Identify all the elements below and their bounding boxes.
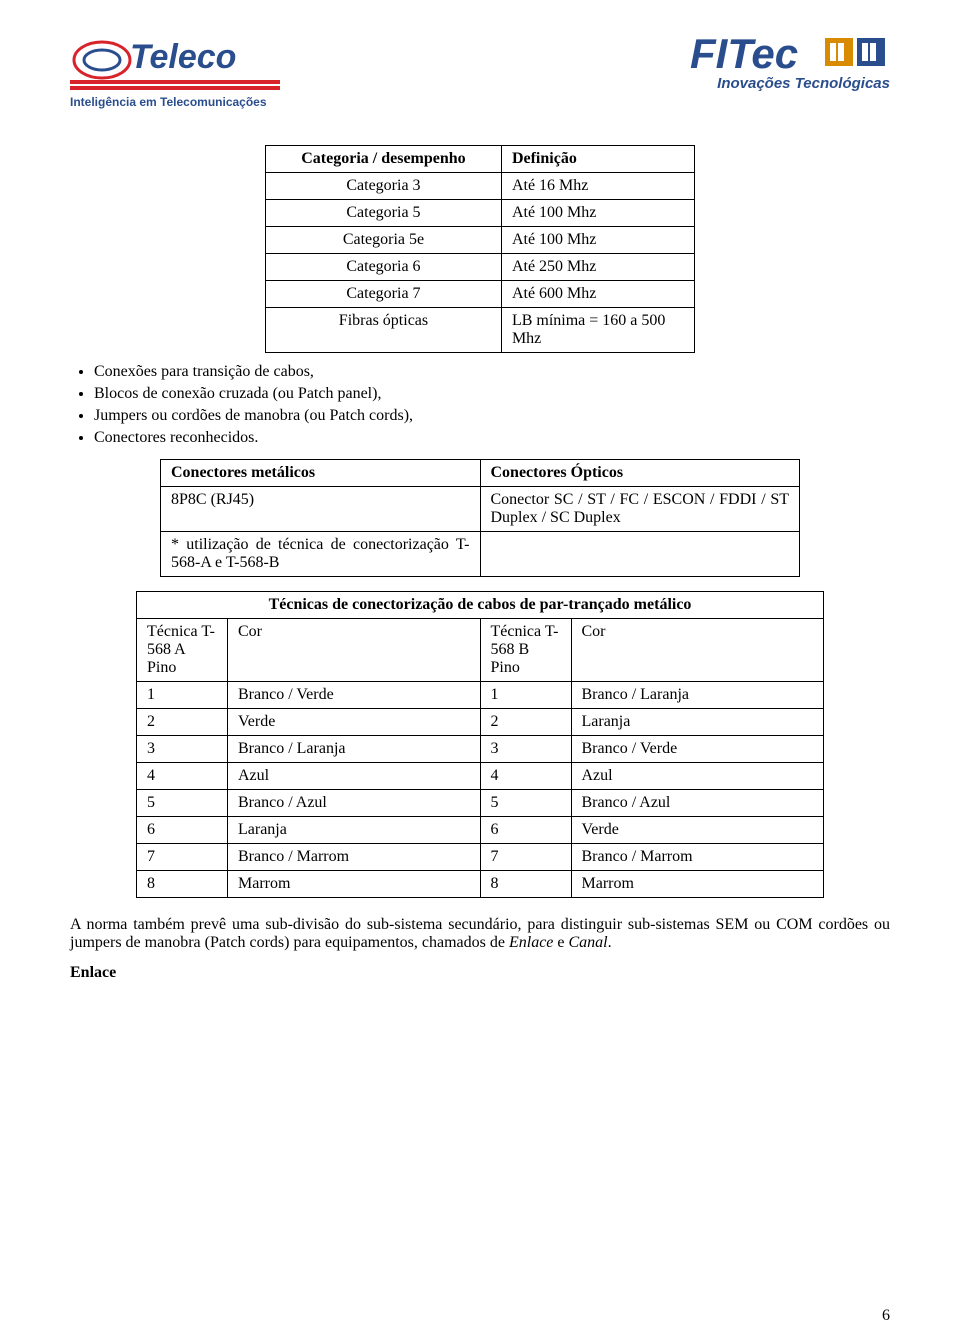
t3-cell: 4 [480,763,571,790]
list-item: Jumpers ou cordões de manobra (ou Patch … [94,407,890,425]
t3-cell: 7 [137,844,228,871]
svg-text:FITec: FITec [690,30,798,77]
t3-cell: 4 [137,763,228,790]
t3-cell: 3 [137,736,228,763]
t1-cell: Até 600 Mhz [501,281,694,308]
t3-cell: 6 [480,817,571,844]
t3-hdr-a: Técnica T-568 A Pino [137,619,228,682]
t1-cell: Categoria 6 [266,254,502,281]
t3-hdr-cor: Cor [228,619,481,682]
t1-cell: Categoria 3 [266,173,502,200]
t3-cell: 3 [480,736,571,763]
t1-cell: Até 100 Mhz [501,227,694,254]
t3-cell: Azul [228,763,481,790]
t3-cell: Branco / Verde [228,682,481,709]
t3-cell: 1 [137,682,228,709]
t3-cell: Branco / Marrom [571,844,824,871]
t3-cell: 2 [137,709,228,736]
t1-cell: Até 16 Mhz [501,173,694,200]
t1-cell: Até 100 Mhz [501,200,694,227]
logo-teleco: Teleco Inteligência em Telecomunicações [70,30,280,115]
t3-cell: 7 [480,844,571,871]
paragraph-norma: A norma também prevê uma sub-divisão do … [70,916,890,952]
t1-header-col1: Categoria / desempenho [266,146,502,173]
t1-cell: LB mínima = 160 a 500 Mhz [501,308,694,353]
t2-cell: * utilização de técnica de conectorizaçã… [161,532,481,577]
list-item: Conexões para transição de cabos, [94,363,890,381]
t1-cell: Fibras ópticas [266,308,502,353]
t3-cell: Branco / Marrom [228,844,481,871]
t3-hdr-cor2: Cor [571,619,824,682]
t2-cell [480,532,800,577]
t3-title: Técnicas de conectorização de cabos de p… [137,592,824,619]
t3-cell: 6 [137,817,228,844]
t3-cell: 5 [137,790,228,817]
t3-hdr-b: Técnica T-568 B Pino [480,619,571,682]
svg-text:Teleco: Teleco [130,38,236,76]
t1-cell: Categoria 5 [266,200,502,227]
table-conectores: Conectores metálicos Conectores Ópticos … [160,459,800,577]
t2-cell: Conectores Ópticos [480,460,800,487]
t3-cell: 1 [480,682,571,709]
t1-cell: Até 250 Mhz [501,254,694,281]
t2-cell: Conectores metálicos [161,460,481,487]
t3-cell: 8 [137,871,228,898]
t2-cell: Conector SC / ST / FC / ESCON / FDDI / S… [480,487,800,532]
t3-cell: 5 [480,790,571,817]
heading-enlace: Enlace [70,964,890,982]
t3-cell: Azul [571,763,824,790]
t3-cell: Verde [571,817,824,844]
t1-header-col2: Definição [501,146,694,173]
svg-text:Inteligência em Telecomunicaçõ: Inteligência em Telecomunicações [70,95,267,109]
t3-cell: Verde [228,709,481,736]
t3-cell: Branco / Azul [571,790,824,817]
t3-cell: Laranja [228,817,481,844]
t2-cell: 8P8C (RJ45) [161,487,481,532]
list-item: Blocos de conexão cruzada (ou Patch pane… [94,385,890,403]
list-item: Conectores reconhecidos. [94,429,890,447]
t3-cell: Branco / Azul [228,790,481,817]
t3-cell: 2 [480,709,571,736]
t3-cell: Marrom [228,871,481,898]
t1-cell: Categoria 7 [266,281,502,308]
t3-cell: 8 [480,871,571,898]
t3-cell: Branco / Verde [571,736,824,763]
page-number: 6 [882,1307,890,1325]
t3-cell: Marrom [571,871,824,898]
page-header: Teleco Inteligência em Telecomunicações … [70,30,890,115]
table-tecnicas-conectorizacao: Técnicas de conectorização de cabos de p… [136,591,824,898]
svg-text:Inovações Tecnológicas: Inovações Tecnológicas [717,75,890,92]
bullet-list: Conexões para transição de cabos, Blocos… [94,363,890,447]
table-categoria-desempenho: Categoria / desempenho Definição Categor… [265,145,695,353]
t3-cell: Branco / Laranja [571,682,824,709]
t3-cell: Laranja [571,709,824,736]
t1-cell: Categoria 5e [266,227,502,254]
logo-fitec: FITec Inovações Tecnológicas [690,30,890,105]
t3-cell: Branco / Laranja [228,736,481,763]
